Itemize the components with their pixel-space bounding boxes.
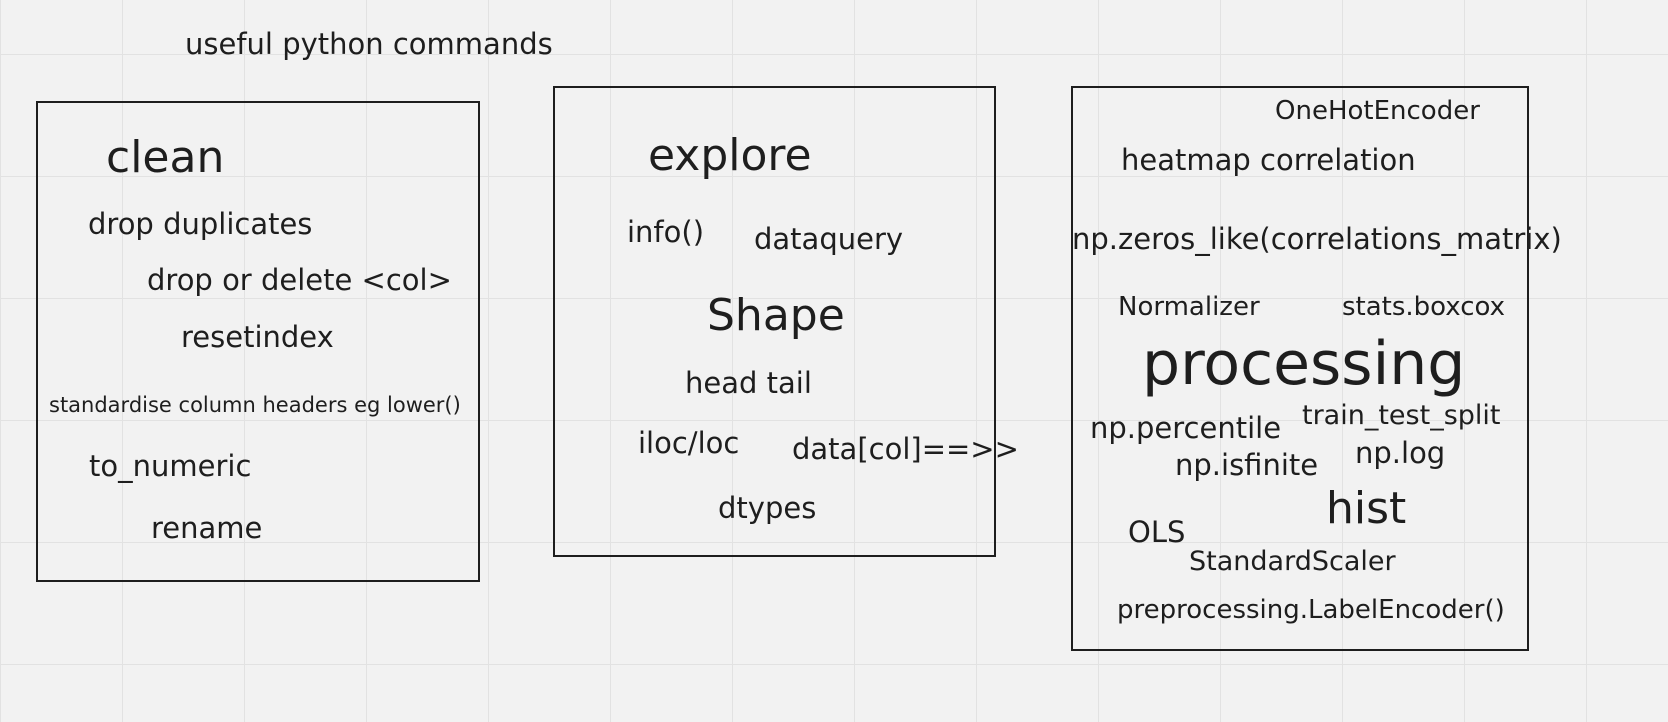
clean-item-resetindex[interactable]: resetindex bbox=[181, 320, 334, 354]
clean-item-to-numeric[interactable]: to_numeric bbox=[89, 449, 252, 483]
explore-item-dataquery[interactable]: dataquery bbox=[754, 222, 904, 256]
processing-item-ols[interactable]: OLS bbox=[1128, 515, 1186, 549]
processing-frame[interactable] bbox=[1071, 86, 1529, 651]
explore-frame[interactable] bbox=[553, 86, 996, 557]
explore-item-info[interactable]: info() bbox=[627, 215, 705, 249]
processing-item-np-isfinite[interactable]: np.isfinite bbox=[1175, 448, 1319, 482]
explore-item-head-tail[interactable]: head tail bbox=[685, 366, 812, 400]
processing-item-np-percentile[interactable]: np.percentile bbox=[1090, 411, 1282, 445]
processing-item-normalizer[interactable]: Normalizer bbox=[1118, 292, 1260, 322]
processing-item-np-log[interactable]: np.log bbox=[1355, 436, 1446, 470]
processing-item-heatmap-correlation[interactable]: heatmap correlation bbox=[1121, 143, 1416, 177]
explore-heading[interactable]: explore bbox=[648, 130, 812, 181]
clean-item-drop-or-delete[interactable]: drop or delete <col> bbox=[147, 263, 452, 297]
explore-item-dtypes[interactable]: dtypes bbox=[718, 491, 817, 525]
processing-item-train-test-split[interactable]: train_test_split bbox=[1302, 400, 1501, 431]
explore-item-shape[interactable]: Shape bbox=[707, 290, 845, 341]
processing-item-standardscaler[interactable]: StandardScaler bbox=[1189, 546, 1396, 577]
clean-frame[interactable] bbox=[36, 101, 480, 582]
clean-item-rename[interactable]: rename bbox=[151, 511, 263, 545]
processing-item-onehotencoder[interactable]: OneHotEncoder bbox=[1275, 96, 1480, 126]
clean-item-drop-duplicates[interactable]: drop duplicates bbox=[88, 207, 313, 241]
clean-item-standardise-headers[interactable]: standardise column headers eg lower() bbox=[49, 393, 461, 417]
processing-heading[interactable]: processing bbox=[1142, 329, 1466, 399]
processing-item-np-zeros-like[interactable]: np.zeros_like(correlations_matrix) bbox=[1072, 222, 1562, 256]
processing-item-labelencoder[interactable]: preprocessing.LabelEncoder() bbox=[1117, 595, 1505, 625]
board-title[interactable]: useful python commands bbox=[185, 27, 553, 61]
explore-item-data-col[interactable]: data[col]==>> bbox=[792, 432, 1019, 466]
clean-heading[interactable]: clean bbox=[106, 132, 225, 183]
processing-item-stats-boxcox[interactable]: stats.boxcox bbox=[1342, 292, 1506, 322]
processing-item-hist[interactable]: hist bbox=[1326, 483, 1407, 534]
explore-item-iloc-loc[interactable]: iloc/loc bbox=[638, 426, 740, 460]
